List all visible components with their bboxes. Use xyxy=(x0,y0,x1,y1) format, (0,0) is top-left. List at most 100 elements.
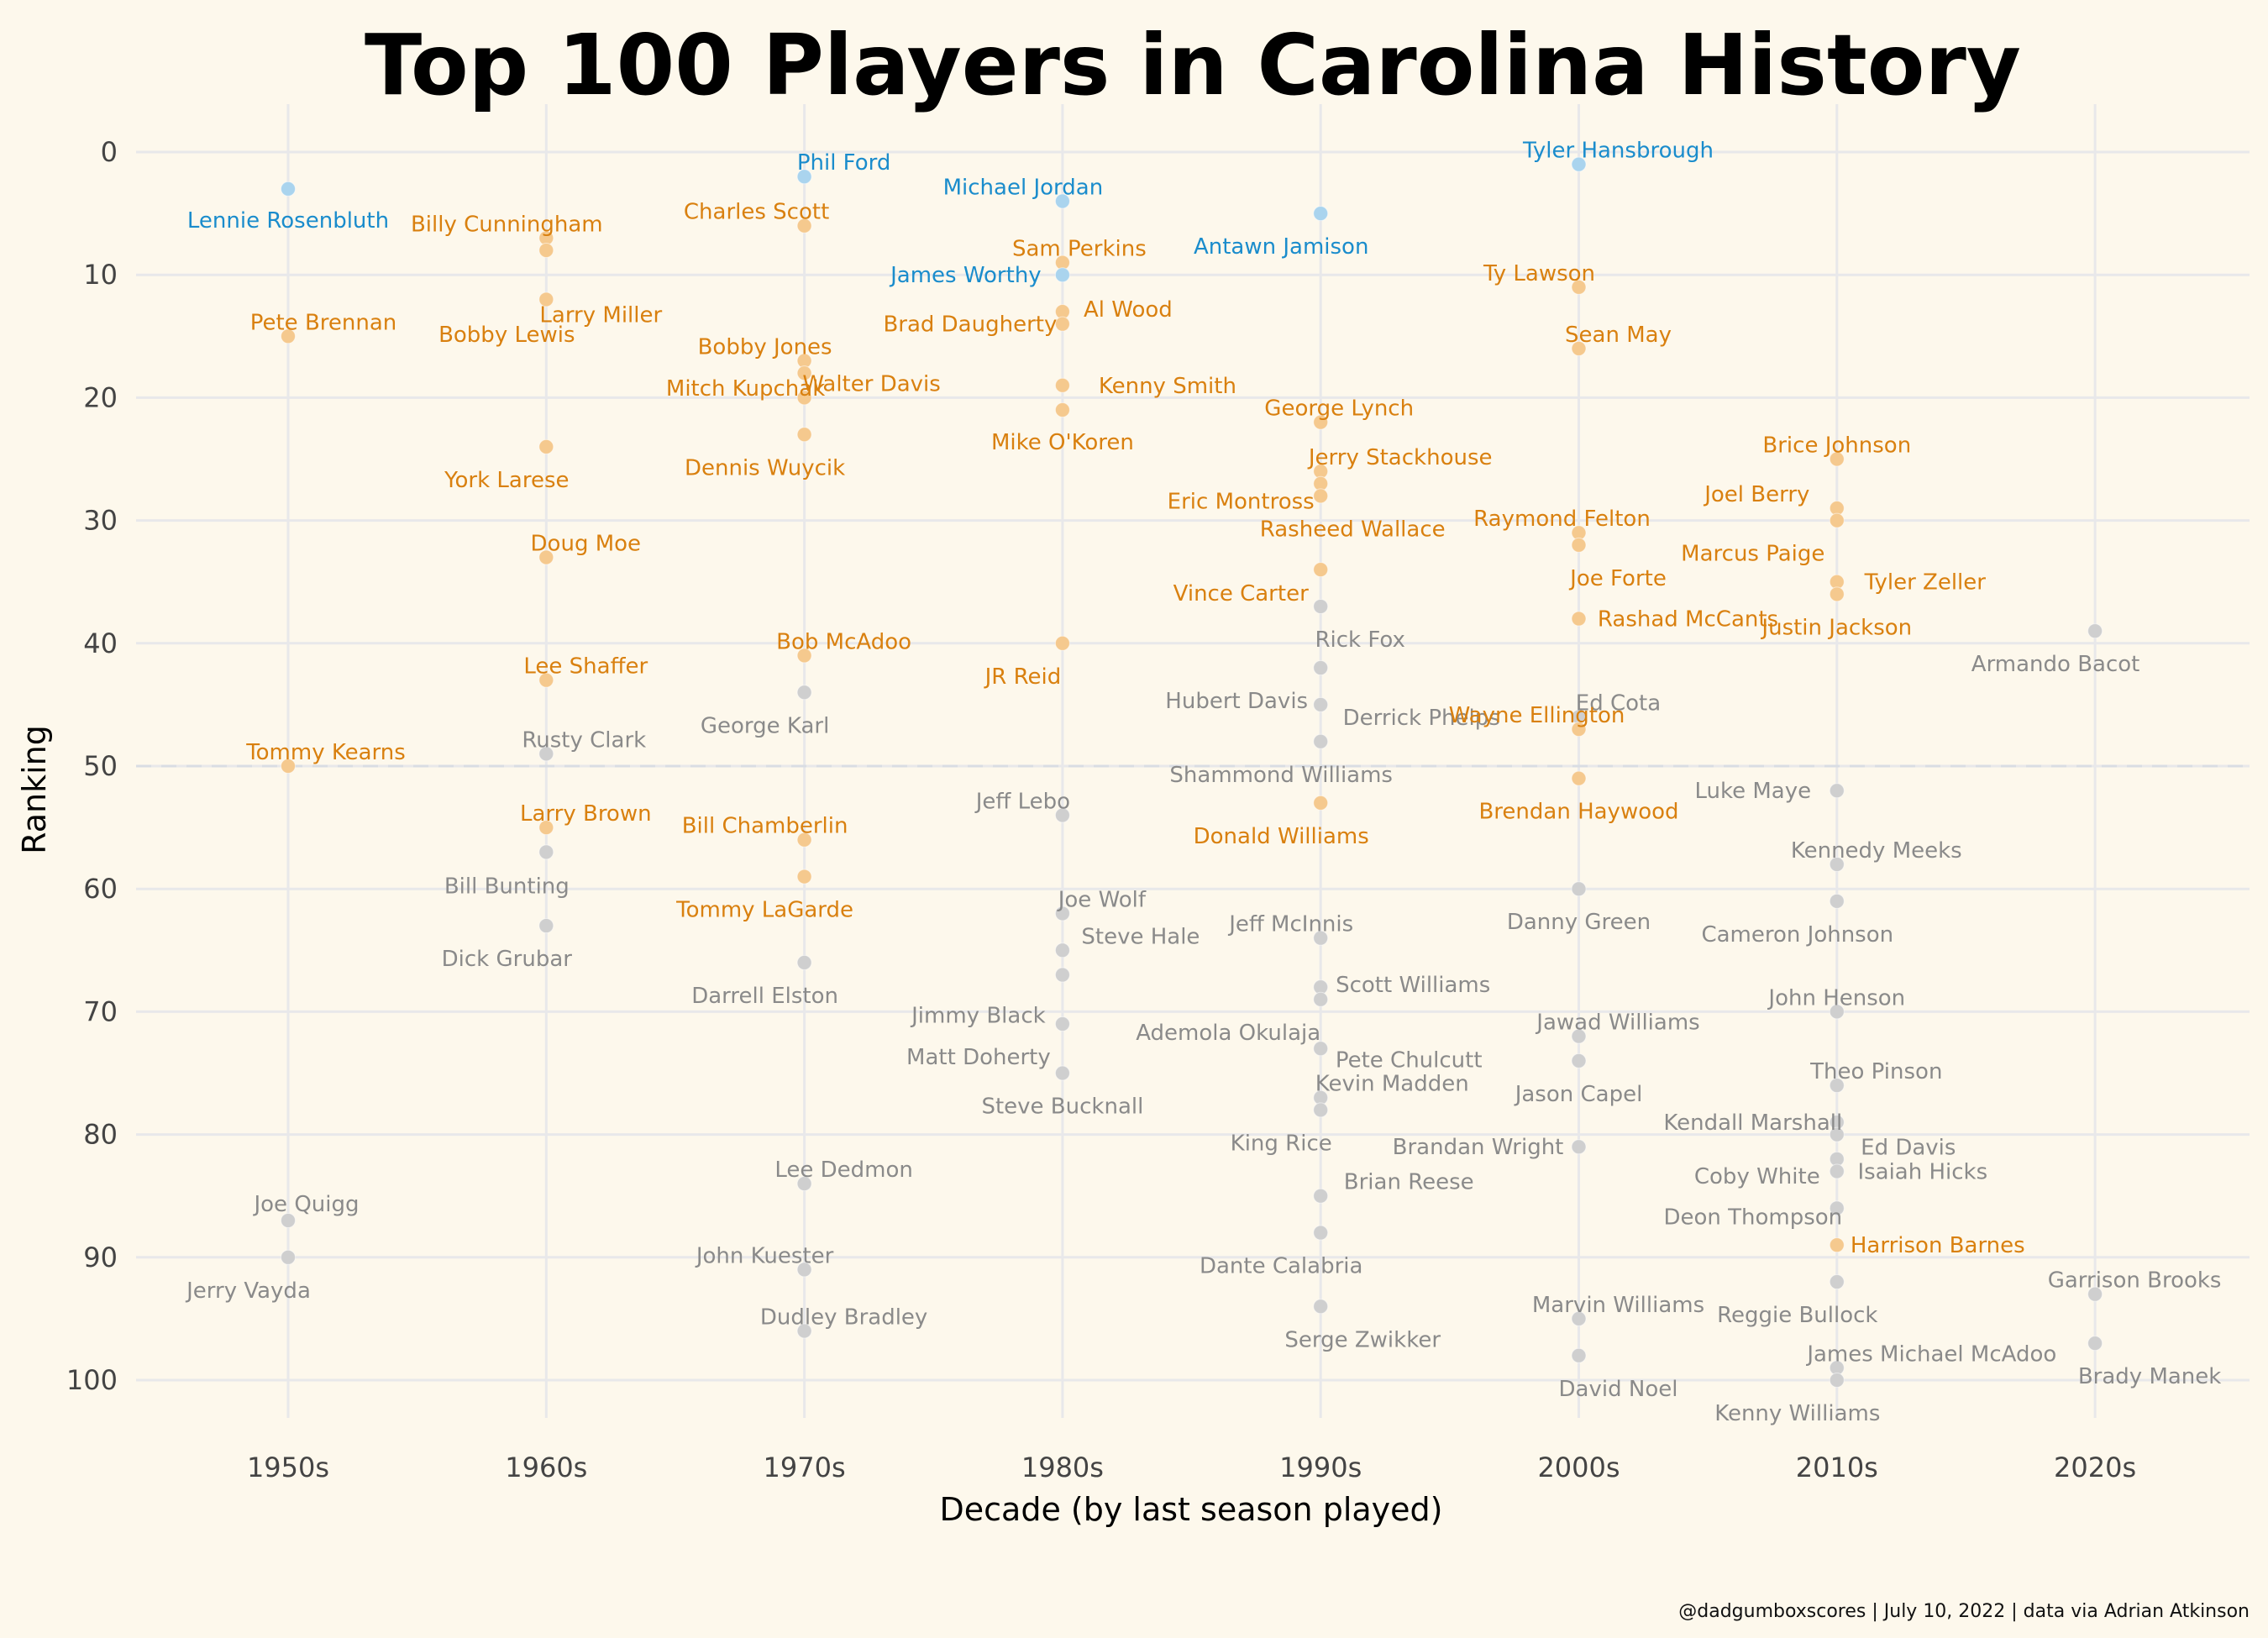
data-label: Bob McAdoo xyxy=(776,629,911,654)
data-point xyxy=(1829,1004,1845,1020)
data-point xyxy=(1313,414,1329,430)
data-label: Ty Lawson xyxy=(1483,261,1595,286)
x-tick-label: 1980s xyxy=(1021,1452,1104,1483)
data-point xyxy=(1829,783,1845,799)
data-label: Jimmy Black xyxy=(910,1004,1046,1029)
data-point xyxy=(1829,451,1845,467)
data-point xyxy=(1054,1065,1070,1081)
y-tick-label: 30 xyxy=(83,505,118,537)
data-label: Luke Maye xyxy=(1694,779,1811,804)
data-label: Lee Shaffer xyxy=(523,654,648,680)
caption: @dadgumboxscores | July 10, 2022 | data … xyxy=(1678,1601,2250,1622)
data-point xyxy=(1054,267,1070,283)
data-label: Deon Thompson xyxy=(1663,1205,1842,1230)
data-label: King Rice xyxy=(1231,1131,1332,1156)
data-point xyxy=(796,169,812,185)
data-point xyxy=(1313,1188,1329,1204)
data-point xyxy=(1829,586,1845,602)
data-label: Tyler Hansbrough xyxy=(1522,139,1714,164)
data-point xyxy=(1829,1163,1845,1179)
data-label: Billy Cunningham xyxy=(411,212,603,237)
data-point xyxy=(1829,1274,1845,1290)
data-label: York Larese xyxy=(444,468,569,493)
y-tick-label: 40 xyxy=(83,627,118,659)
data-label: Brad Daugherty xyxy=(883,312,1057,338)
data-label: Jason Capel xyxy=(1514,1082,1643,1107)
data-label: Garrison Brooks xyxy=(2048,1268,2222,1294)
data-point xyxy=(1829,1373,1845,1388)
data-label: Kenny Williams xyxy=(1714,1401,1880,1426)
data-point xyxy=(1054,316,1070,332)
y-tick-label: 0 xyxy=(101,136,118,168)
data-label: Ademola Okulaja xyxy=(1136,1021,1320,1046)
data-point xyxy=(1313,1102,1329,1118)
data-point xyxy=(281,1212,296,1228)
data-point xyxy=(2087,1336,2103,1352)
data-point xyxy=(281,759,296,774)
data-point xyxy=(538,672,554,688)
data-labels: Lennie Rosenbluth Pete Brennan Tommy Kearn… xyxy=(185,139,2221,1426)
data-point xyxy=(796,869,812,885)
data-point xyxy=(1313,733,1329,749)
data-point xyxy=(1054,1016,1070,1032)
data-label: Rusty Clark xyxy=(522,727,646,753)
data-point xyxy=(281,181,296,197)
data-label: Tyler Zeller xyxy=(1864,570,1987,596)
data-label: Tommy LaGarde xyxy=(675,898,853,923)
data-label: Derrick Phelps xyxy=(1343,706,1500,731)
data-point xyxy=(1313,696,1329,712)
data-label: Pete Chulcutt xyxy=(1336,1047,1483,1073)
data-label: Steve Hale xyxy=(1081,924,1200,949)
data-label: Ed Cota xyxy=(1576,691,1661,717)
x-tick-label: 1970s xyxy=(764,1452,846,1483)
data-point xyxy=(796,390,812,406)
x-tick-label: 1990s xyxy=(1279,1452,1362,1483)
data-label: John Henson xyxy=(1767,985,1905,1011)
data-label: Lennie Rosenbluth xyxy=(187,208,389,234)
data-point xyxy=(1571,881,1587,897)
data-label: Sean May xyxy=(1565,323,1672,348)
data-label: Kenny Smith xyxy=(1099,374,1236,399)
grid xyxy=(136,104,2250,1418)
data-label: Scott Williams xyxy=(1336,973,1490,998)
data-point xyxy=(538,291,554,307)
x-tick-label: 2000s xyxy=(1537,1452,1620,1483)
x-tick-label: 2020s xyxy=(2054,1452,2136,1483)
data-point xyxy=(796,365,812,381)
data-label: Bill Bunting xyxy=(444,874,570,899)
data-label: Eric Montross xyxy=(1168,490,1315,515)
data-label: Jerry Stackhouse xyxy=(1307,445,1493,470)
data-label: Michael Jordan xyxy=(943,175,1104,200)
y-tick-label: 80 xyxy=(83,1119,118,1151)
data-label: Larry Miller xyxy=(539,302,662,328)
data-point xyxy=(1313,1225,1329,1241)
x-tick-label: 2010s xyxy=(1796,1452,1878,1483)
data-point xyxy=(1313,598,1329,614)
data-label: Brady Manek xyxy=(2078,1364,2222,1389)
data-label: George Karl xyxy=(701,713,830,738)
data-point xyxy=(796,1176,812,1192)
data-label: JR Reid xyxy=(984,664,1062,690)
data-label: Dudley Bradley xyxy=(760,1305,927,1331)
data-label: Joe Wolf xyxy=(1057,887,1147,912)
data-point xyxy=(796,1323,812,1339)
data-point xyxy=(1571,770,1587,786)
data-label: Danny Green xyxy=(1507,910,1651,935)
data-point xyxy=(1571,1310,1587,1326)
x-axis-title: Decade (by last season played) xyxy=(940,1491,1443,1528)
data-label: Tommy Kearns xyxy=(245,740,406,765)
data-point xyxy=(1054,942,1070,958)
data-point xyxy=(796,648,812,664)
data-label: Doug Moe xyxy=(531,531,642,556)
data-label: Sam Perkins xyxy=(1012,237,1147,262)
data-label: Dennis Wuycik xyxy=(685,455,845,480)
y-axis: 0 10 20 30 40 50 60 70 80 90 100 xyxy=(66,136,118,1396)
data-label: Vince Carter xyxy=(1173,581,1309,606)
data-label: Hubert Davis xyxy=(1165,689,1308,714)
data-label: Kennedy Meeks xyxy=(1791,838,1962,864)
data-point xyxy=(1313,488,1329,504)
data-label: Donald Williams xyxy=(1194,824,1369,849)
y-tick-label: 70 xyxy=(83,995,118,1027)
data-label: Rasheed Wallace xyxy=(1260,517,1446,542)
